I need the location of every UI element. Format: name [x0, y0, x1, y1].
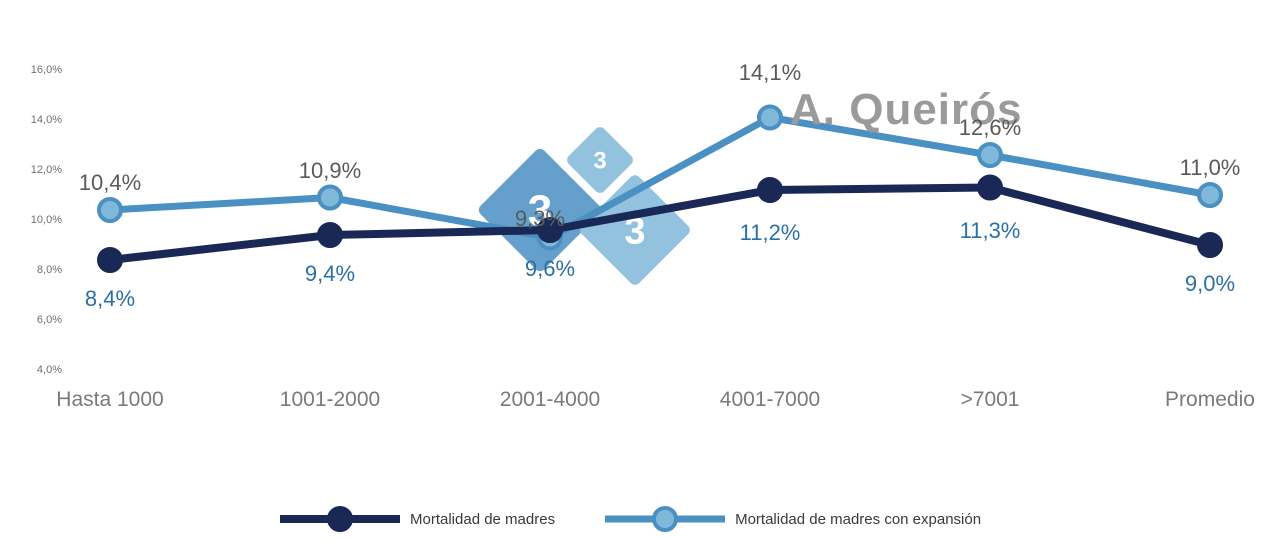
- data-label-expansion: 9,3%: [515, 206, 565, 232]
- legend-swatch-madres: [280, 505, 400, 533]
- x-category-label: 4001-7000: [720, 388, 820, 412]
- series-marker-madres: [319, 224, 341, 246]
- series-marker-madres: [1199, 234, 1221, 256]
- legend-item-expansion: Mortalidad de madres con expansión: [605, 505, 981, 533]
- data-label-madres: 9,0%: [1185, 271, 1235, 297]
- y-tick-label: 16,0%: [12, 64, 62, 76]
- x-category-label: 1001-2000: [280, 388, 380, 412]
- series-marker-expansion: [759, 107, 781, 129]
- y-tick-label: 14,0%: [12, 114, 62, 126]
- data-label-madres: 11,2%: [740, 220, 801, 246]
- svg-text:3: 3: [593, 147, 606, 174]
- y-tick-label: 4,0%: [12, 364, 62, 376]
- data-label-expansion: 11,0%: [1180, 155, 1241, 181]
- x-category-label: >7001: [961, 388, 1020, 412]
- data-label-madres: 8,4%: [85, 286, 135, 312]
- data-label-madres: 9,6%: [525, 256, 575, 282]
- data-label-madres: 9,4%: [305, 261, 355, 287]
- line-chart: 333 A. Queirós 4,0%6,0%8,0%10,0%12,0%14,…: [0, 0, 1280, 539]
- y-tick-label: 10,0%: [12, 214, 62, 226]
- data-label-expansion: 14,1%: [739, 60, 801, 86]
- series-marker-madres: [99, 249, 121, 271]
- series-marker-expansion: [1199, 184, 1221, 206]
- series-marker-expansion: [319, 187, 341, 209]
- y-tick-label: 8,0%: [12, 264, 62, 276]
- data-label-expansion: 12,6%: [959, 115, 1021, 141]
- series-marker-madres: [759, 179, 781, 201]
- y-tick-label: 6,0%: [12, 314, 62, 326]
- legend-item-madres: Mortalidad de madres: [280, 505, 555, 533]
- chart-canvas: 333: [0, 0, 1280, 539]
- x-category-label: 2001-4000: [500, 388, 600, 412]
- data-label-expansion: 10,4%: [79, 170, 141, 196]
- x-category-label: Hasta 1000: [56, 388, 163, 412]
- data-label-expansion: 10,9%: [299, 158, 361, 184]
- series-marker-expansion: [979, 144, 1001, 166]
- series-marker-expansion: [99, 199, 121, 221]
- chart-legend: Mortalidad de madres Mortalidad de madres…: [280, 505, 981, 533]
- legend-swatch-expansion: [605, 505, 725, 533]
- legend-text-madres: Mortalidad de madres: [410, 511, 555, 528]
- x-category-label: Promedio: [1165, 388, 1255, 412]
- series-marker-madres: [979, 177, 1001, 199]
- legend-text-expansion: Mortalidad de madres con expansión: [735, 511, 981, 528]
- y-tick-label: 12,0%: [12, 164, 62, 176]
- data-label-madres: 11,3%: [960, 218, 1021, 244]
